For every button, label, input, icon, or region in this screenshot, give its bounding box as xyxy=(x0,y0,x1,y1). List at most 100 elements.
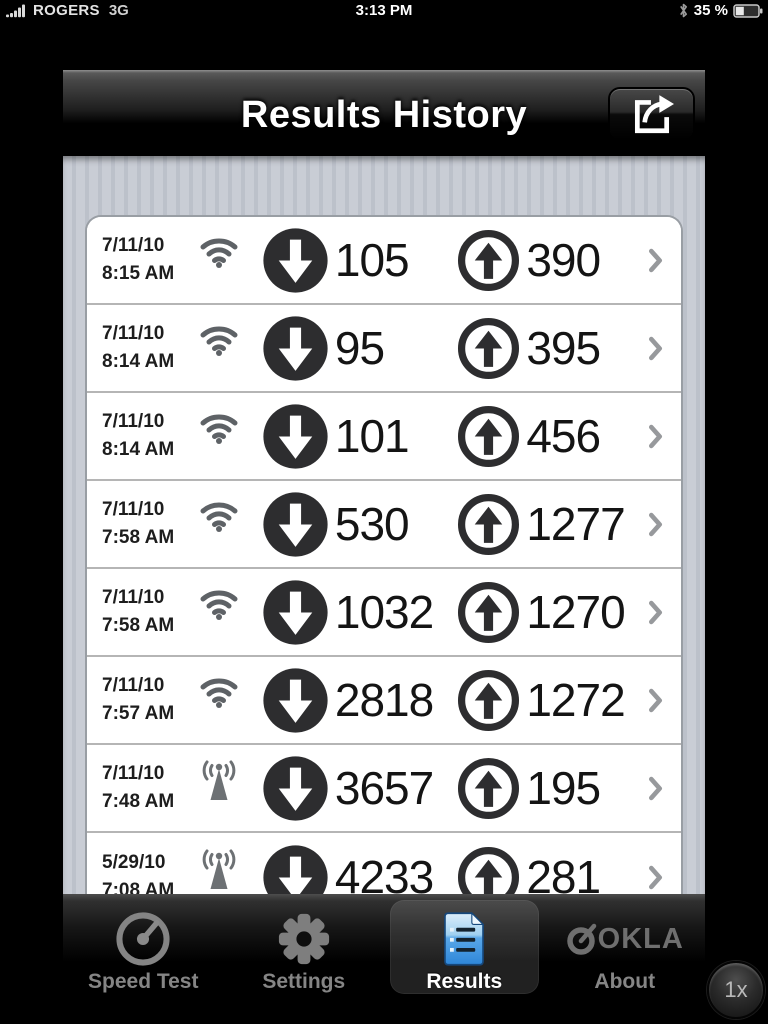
upload-value: 1277 xyxy=(526,498,625,550)
result-time: 8:15 AM xyxy=(102,263,175,284)
chevron-right-icon xyxy=(649,424,663,448)
upload-value: 395 xyxy=(526,322,601,374)
result-row[interactable]: 7/11/10 7:58 AM xyxy=(87,481,681,569)
navigation-bar: Results History xyxy=(63,70,705,156)
page-title: Results History xyxy=(240,94,528,136)
result-time: 7:58 AM xyxy=(102,615,175,636)
download-icon xyxy=(263,755,328,821)
ookla-wordmark: OKLA xyxy=(597,922,684,955)
result-row[interactable]: 7/11/10 7:48 AM xyxy=(87,745,681,833)
battery-percent-label: 35 % xyxy=(693,2,728,19)
document-icon xyxy=(444,911,485,966)
upload-icon xyxy=(458,317,520,379)
result-datetime: 7/11/10 7:58 AM xyxy=(87,496,191,552)
result-time: 7:58 AM xyxy=(102,527,175,548)
tab-speed-test[interactable]: Speed Test xyxy=(69,900,218,994)
download-value: 101 xyxy=(334,410,410,462)
results-list: 7/11/10 8:15 AM xyxy=(85,215,683,894)
download-value: 105 xyxy=(334,234,410,286)
result-date: 7/11/10 xyxy=(102,763,165,784)
upload-icon xyxy=(458,581,520,643)
wifi-icon xyxy=(200,326,238,356)
chevron-right-icon xyxy=(649,512,663,536)
wifi-icon xyxy=(200,590,238,620)
upload-value: 1272 xyxy=(526,674,625,726)
cell-tower-icon xyxy=(202,760,236,800)
upload-icon xyxy=(458,669,520,731)
gear-icon xyxy=(278,913,329,965)
result-datetime: 7/11/10 8:15 AM xyxy=(87,232,191,288)
result-row[interactable]: 5/29/10 7:08 AM xyxy=(87,833,681,894)
ookla-logo: OKLA xyxy=(566,922,684,956)
ookla-gauge-o-icon xyxy=(566,923,596,955)
scale-toggle-button[interactable]: 1x xyxy=(707,961,765,1019)
upload-value: 390 xyxy=(526,234,601,286)
upload-value: 1270 xyxy=(526,586,625,638)
result-date: 7/11/10 xyxy=(102,675,165,696)
tab-results[interactable]: Results xyxy=(390,900,539,994)
result-datetime: 5/29/10 7:08 AM xyxy=(87,849,191,894)
result-datetime: 7/11/10 7:57 AM xyxy=(87,672,191,728)
result-row[interactable]: 7/11/10 7:58 AM xyxy=(87,569,681,657)
tab-label: About xyxy=(594,970,656,993)
chevron-right-icon xyxy=(649,600,663,624)
bluetooth-icon xyxy=(679,3,687,18)
chevron-right-icon xyxy=(649,688,663,712)
tab-settings[interactable]: Settings xyxy=(230,900,379,994)
upload-value: 195 xyxy=(526,762,601,814)
wifi-icon xyxy=(200,502,238,532)
tab-bar: Speed Test Settings xyxy=(63,894,705,994)
gauge-icon xyxy=(116,912,170,966)
result-time: 7:08 AM xyxy=(102,880,175,894)
share-button[interactable] xyxy=(608,87,695,142)
result-date: 5/29/10 xyxy=(102,852,166,873)
result-date: 7/11/10 xyxy=(102,323,165,344)
wifi-icon xyxy=(200,238,238,268)
result-datetime: 7/11/10 8:14 AM xyxy=(87,408,191,464)
network-type-label: 3G xyxy=(108,2,129,19)
chevron-right-icon xyxy=(649,248,663,272)
upload-icon xyxy=(458,405,520,467)
download-value: 4233 xyxy=(334,851,434,894)
upload-value: 281 xyxy=(526,851,601,894)
download-value: 3657 xyxy=(334,762,434,814)
tab-label: Settings xyxy=(262,970,346,993)
result-row[interactable]: 7/11/10 8:14 AM xyxy=(87,393,681,481)
result-date: 7/11/10 xyxy=(102,411,165,432)
result-row[interactable]: 7/11/10 8:14 AM xyxy=(87,305,681,393)
download-icon xyxy=(263,667,328,733)
chevron-right-icon xyxy=(649,865,663,889)
wifi-icon xyxy=(200,678,238,708)
download-value: 95 xyxy=(334,322,385,374)
signal-strength-icon xyxy=(6,4,25,18)
download-icon xyxy=(263,579,328,645)
result-time: 7:48 AM xyxy=(102,791,175,812)
result-row[interactable]: 7/11/10 8:15 AM xyxy=(87,217,681,305)
result-date: 7/11/10 xyxy=(102,235,165,256)
download-icon xyxy=(263,403,328,469)
results-history-content: 7/11/10 8:15 AM xyxy=(63,156,705,894)
status-bar: 3:13 PM ROGERS 3G 35 % xyxy=(0,0,768,21)
upload-value: 456 xyxy=(526,410,601,462)
download-value: 1032 xyxy=(334,586,434,638)
download-icon xyxy=(263,315,328,381)
download-value: 530 xyxy=(334,498,410,550)
wifi-icon xyxy=(200,414,238,444)
upload-icon xyxy=(458,493,520,555)
chevron-right-icon xyxy=(649,336,663,360)
result-datetime: 7/11/10 7:58 AM xyxy=(87,584,191,640)
result-datetime: 7/11/10 7:48 AM xyxy=(87,760,191,816)
download-icon xyxy=(263,227,328,293)
tab-about[interactable]: OKLA About xyxy=(551,900,700,994)
upload-icon xyxy=(458,757,520,819)
tab-label: Speed Test xyxy=(88,970,199,993)
share-export-icon xyxy=(634,94,674,133)
result-date: 7/11/10 xyxy=(102,499,165,520)
download-icon xyxy=(263,844,328,894)
result-row[interactable]: 7/11/10 7:57 AM xyxy=(87,657,681,745)
battery-icon xyxy=(733,3,763,18)
tab-label: Results xyxy=(426,970,503,993)
upload-icon xyxy=(458,229,520,291)
result-date: 7/11/10 xyxy=(102,587,165,608)
